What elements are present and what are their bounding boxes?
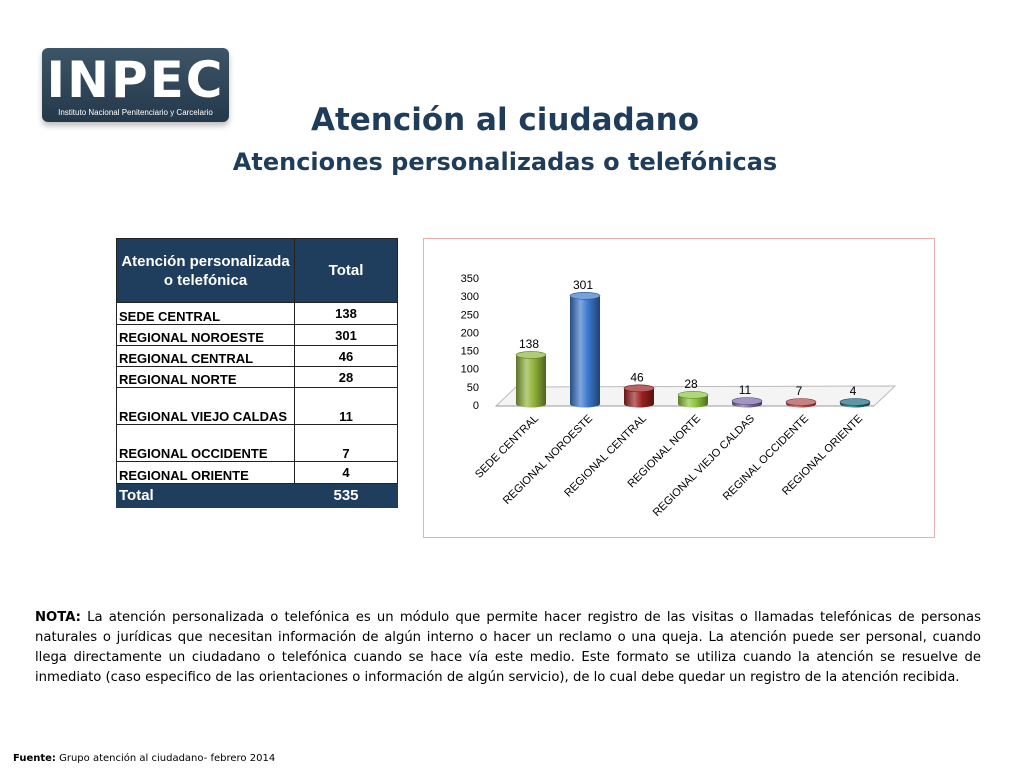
data-label: 138	[519, 337, 539, 351]
bar-top	[677, 391, 709, 399]
bar-top	[785, 398, 817, 406]
bar-top	[623, 384, 655, 393]
bar-chart-frame: 0 50 100 150 200 250 300 350 138 SEDE CENTRAL 301 R…	[423, 238, 935, 538]
table-row: REGIONAL OCCIDENTE 7	[116, 424, 398, 462]
bar	[570, 295, 600, 408]
table-row: REGIONAL VIEJO CALDAS 11	[116, 387, 398, 425]
data-label: 4	[850, 384, 857, 398]
table-cell-value: 301	[294, 324, 398, 346]
bar-top	[731, 397, 763, 405]
bar	[624, 388, 654, 408]
source-label: Fuente:	[13, 753, 56, 764]
y-tick-label: 250	[461, 309, 479, 321]
data-label: 301	[573, 278, 593, 292]
table-cell-label: REGIONAL VIEJO CALDAS	[116, 387, 295, 425]
x-tick-label: REGIONAL VIEJO CALDAS	[651, 413, 757, 519]
table-cell-value: 46	[294, 345, 398, 367]
table-header-row: Atención personalizada o telefónica Tota…	[116, 238, 398, 303]
table-row: REGIONAL NOROESTE 301	[116, 324, 398, 346]
y-tick-label: 200	[461, 327, 479, 339]
data-label: 7	[796, 384, 803, 398]
data-label: 46	[630, 370, 644, 384]
y-tick-label: 150	[461, 346, 479, 358]
table-row: REGIONAL ORIENTE 4	[116, 461, 398, 484]
data-label: 11	[739, 383, 752, 397]
table-cell-value: 7	[294, 424, 398, 462]
page-title: Atención al ciudadano	[310, 102, 700, 138]
data-label: 28	[684, 377, 698, 391]
table-row: SEDE CENTRAL 138	[116, 302, 398, 325]
attention-table: Atención personalizada o telefónica Tota…	[116, 238, 398, 508]
logo-subtitle: Instituto Nacional Penitenciario y Carce…	[58, 108, 213, 117]
table-total-row: Total 535	[116, 483, 398, 508]
page-subtitle: Atenciones personalizadas o telefónicas	[232, 148, 778, 176]
y-tick-label: 350	[461, 273, 479, 285]
y-tick-label: 100	[461, 364, 479, 376]
table-total-label: Total	[116, 483, 295, 508]
table-cell-value: 4	[294, 461, 398, 484]
table-cell-label: SEDE CENTRAL	[116, 302, 295, 325]
y-tick-label: 0	[473, 400, 479, 412]
table-row: REGIONAL NORTE 28	[116, 366, 398, 388]
x-tick-label: REGIONAL NOROESTE	[501, 413, 595, 507]
bar-top	[839, 398, 871, 406]
table-total-value: 535	[294, 483, 398, 508]
bar-top	[515, 351, 547, 359]
table-cell-label: REGIONAL NORTE	[116, 366, 295, 388]
table-cell-label: REGIONAL OCCIDENTE	[116, 424, 295, 462]
table-cell-value: 28	[294, 366, 398, 388]
note-paragraph: NOTA: La atención personalizada o telefó…	[35, 608, 981, 688]
logo-wordmark: INPEC	[46, 51, 225, 109]
y-tick-label: 300	[461, 291, 479, 303]
inpec-logo: INPEC Instituto Nacional Penitenciario y…	[42, 48, 229, 122]
note-label: NOTA:	[35, 610, 81, 625]
source-text: Grupo atención al ciudadano- febrero 201…	[55, 753, 276, 764]
bar	[516, 354, 546, 408]
source-line: Fuente: Grupo atención al ciudadano- feb…	[13, 753, 275, 764]
table-cell-label: REGIONAL CENTRAL	[116, 345, 295, 367]
bar-top	[569, 291, 601, 300]
table-cell-value: 138	[294, 302, 398, 325]
note-text: La atención personalizada o telefónica e…	[35, 610, 981, 685]
table-header-category: Atención personalizada o telefónica	[116, 238, 295, 303]
table-cell-label: REGIONAL ORIENTE	[116, 461, 295, 484]
y-tick-label: 50	[467, 382, 479, 394]
table-cell-label: REGIONAL NOROESTE	[116, 324, 295, 346]
table-row: REGIONAL CENTRAL 46	[116, 345, 398, 367]
table-cell-value: 11	[294, 387, 398, 425]
table-header-total: Total	[294, 238, 398, 303]
